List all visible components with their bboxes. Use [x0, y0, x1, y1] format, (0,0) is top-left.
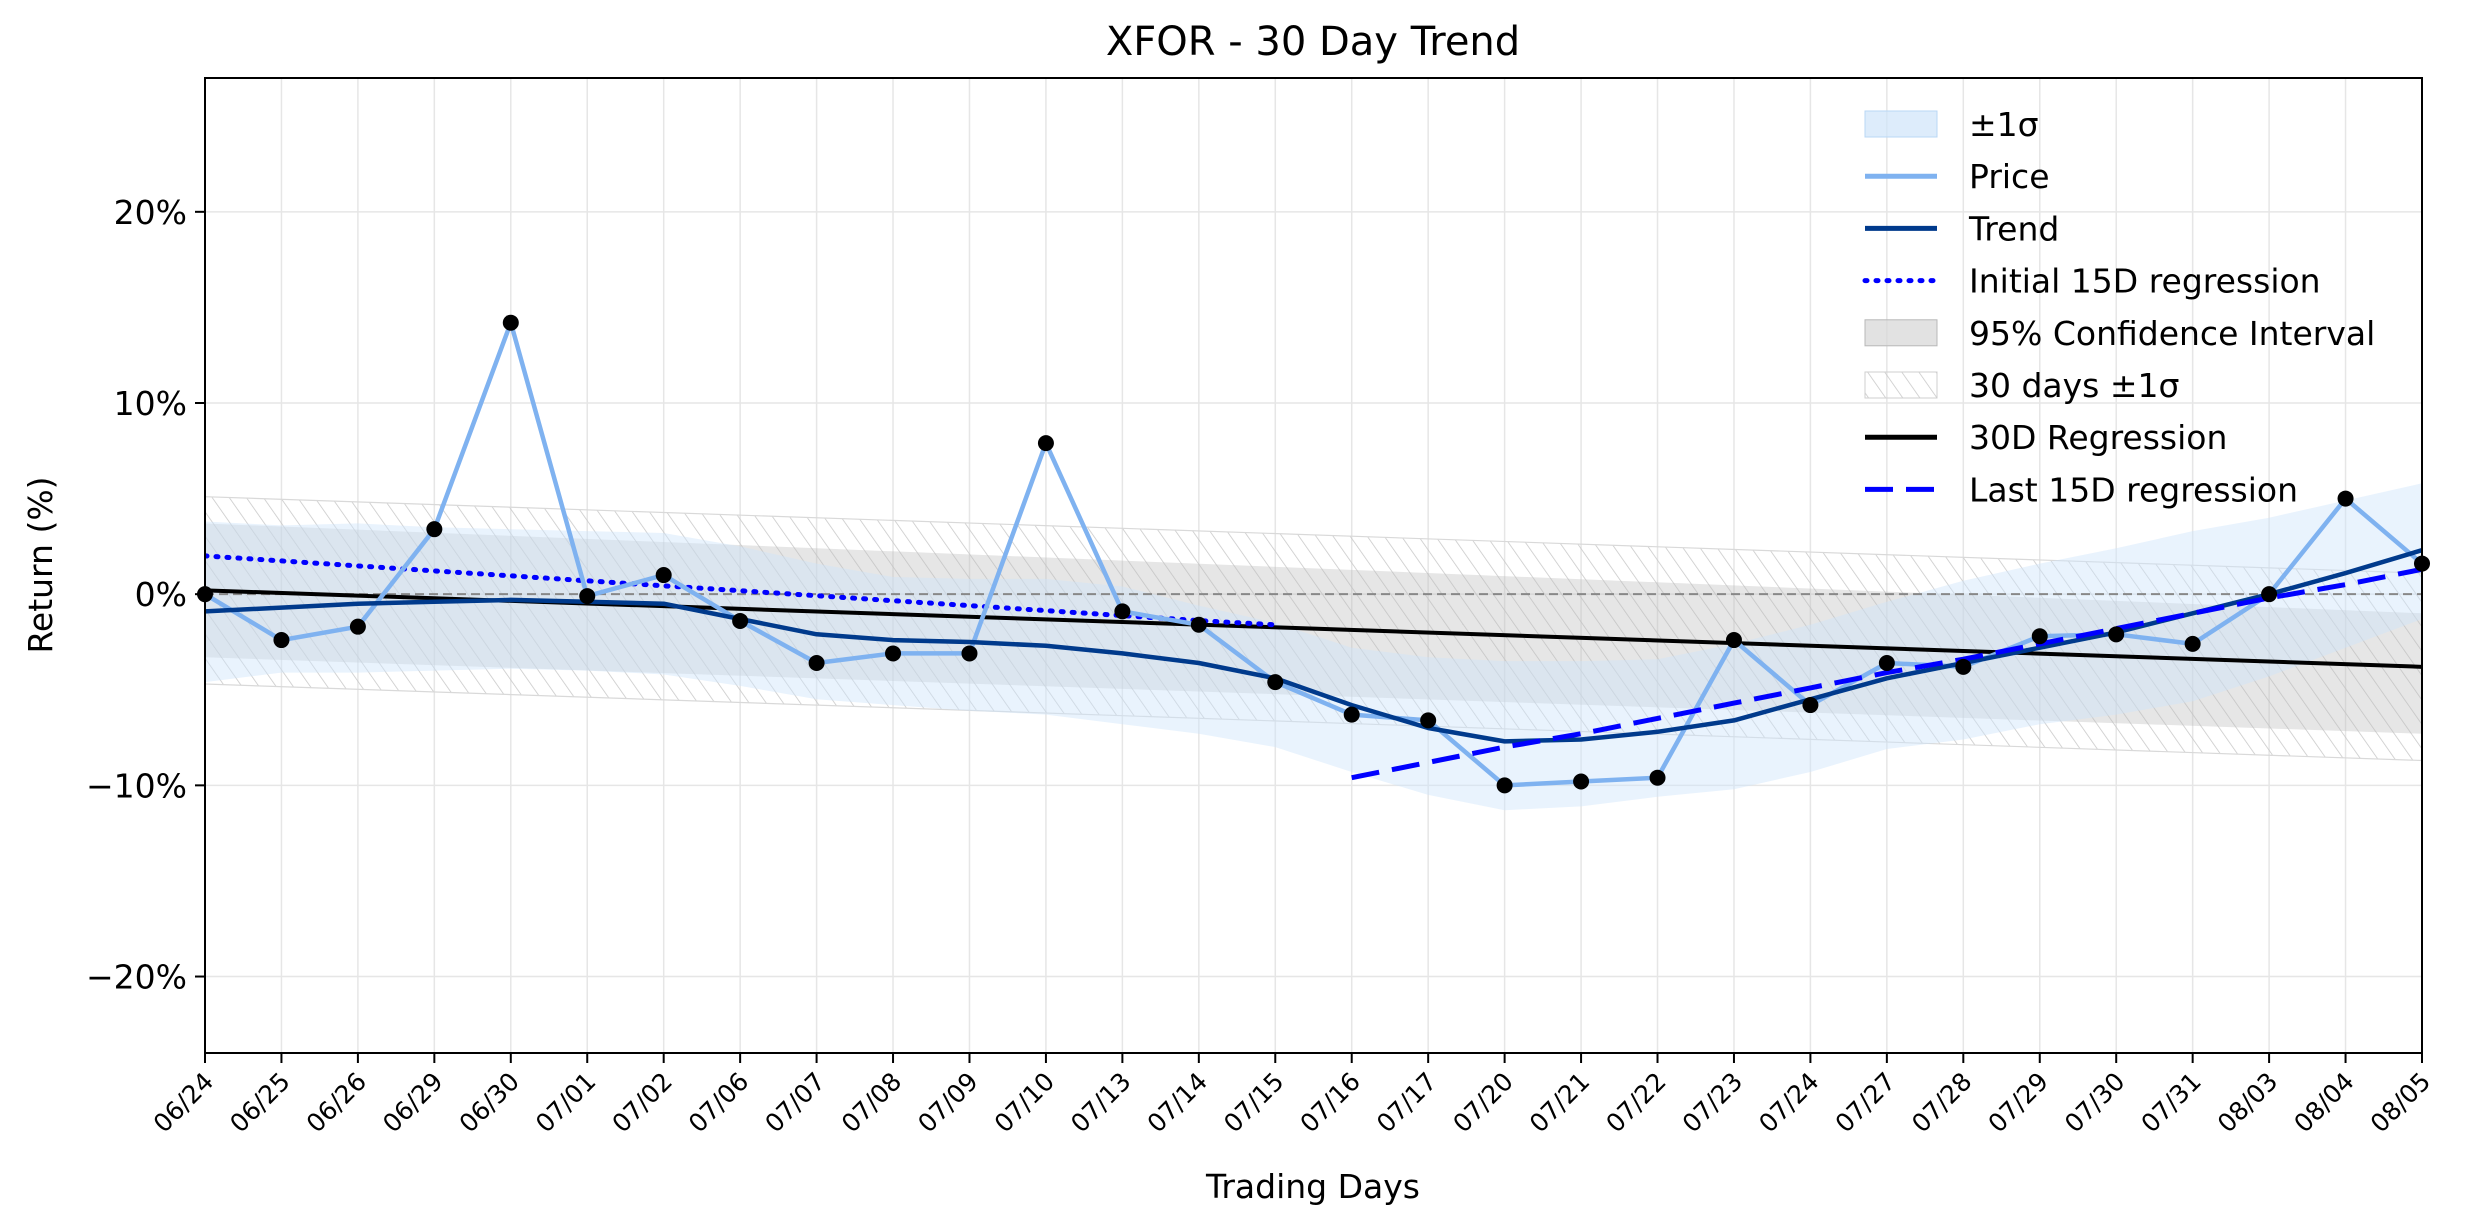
- price-point: [885, 645, 902, 662]
- legend-label: 95% Confidence Interval: [1969, 314, 2375, 353]
- regression-initial-15d-line: [205, 553, 1278, 628]
- x-tick-label: 07/06: [683, 1067, 754, 1138]
- x-tick-label: 07/28: [1906, 1067, 1977, 1138]
- x-tick-label: 07/16: [1295, 1067, 1366, 1138]
- trend-line: [205, 548, 2422, 744]
- x-tick-label: 06/24: [148, 1067, 219, 1138]
- band-sigma: [205, 483, 2422, 811]
- price-point: [1725, 632, 1742, 649]
- x-tick-label: 07/23: [1677, 1067, 1748, 1138]
- price-point: [2337, 490, 2354, 507]
- x-tick-label: 06/25: [224, 1067, 295, 1138]
- x-tick-label: 07/30: [2059, 1067, 2130, 1138]
- price-point: [732, 612, 749, 629]
- price-point: [1114, 603, 1131, 620]
- price-point: [1878, 655, 1895, 671]
- price-point: [1649, 769, 1666, 786]
- price-point: [961, 645, 978, 662]
- x-tick-label: 06/26: [301, 1067, 372, 1138]
- x-tick-label: 07/02: [606, 1067, 677, 1138]
- price-point: [502, 314, 519, 331]
- x-axis: 06/24 06/25 06/26 06/29 06/30 07/01 07/02 07/06…: [148, 1053, 2436, 1138]
- price-point: [2261, 586, 2278, 603]
- legend-label: 30 days ±1σ: [1969, 366, 2179, 405]
- price-point: [2184, 635, 2201, 652]
- plot-frame: [204, 77, 2423, 1054]
- price-point: [273, 632, 290, 649]
- y-axis-label: Return (%): [21, 476, 60, 653]
- series-lines: [205, 320, 2422, 788]
- x-tick-label: 07/24: [1753, 1067, 1824, 1138]
- regression-last-15d-line: [1351, 566, 2422, 781]
- price-point: [1573, 773, 1590, 790]
- price-point: [655, 567, 672, 584]
- legend-label: ±1σ: [1969, 105, 2039, 144]
- legend-label: Last 15D regression: [1969, 470, 2298, 509]
- price-point: [426, 521, 443, 538]
- legend: ±1σ Price Trend Initial 15D regression 95% C…: [1862, 105, 2375, 509]
- bands: [205, 483, 2422, 811]
- y-axis: −20% −10% 0% 10% 20%: [86, 193, 205, 997]
- price-point: [1343, 706, 1360, 723]
- x-tick-label: 07/22: [1600, 1067, 1671, 1138]
- price-point: [349, 618, 366, 635]
- x-tick-label: 07/20: [1447, 1067, 1518, 1138]
- chart-title: XFOR - 30 Day Trend: [1106, 19, 1520, 65]
- x-tick-label: 07/10: [989, 1067, 1060, 1138]
- price-point: [1267, 674, 1284, 691]
- y-tick-label: 20%: [114, 193, 187, 232]
- y-tick-label: 0%: [135, 575, 187, 614]
- price-point: [1496, 777, 1513, 794]
- price-line: [205, 320, 2422, 788]
- price-point: [1037, 435, 1054, 452]
- price-points: [197, 314, 2430, 794]
- price-point: [2031, 628, 2048, 645]
- price-point: [579, 588, 596, 605]
- x-tick-label: 07/09: [912, 1067, 983, 1138]
- legend-label: Price: [1969, 157, 2050, 196]
- x-tick-label: 08/03: [2212, 1067, 2283, 1138]
- price-point: [1955, 658, 1972, 675]
- x-tick-label: 06/30: [454, 1067, 525, 1138]
- x-tick-label: 07/07: [759, 1067, 830, 1138]
- legend-label: Trend: [1968, 209, 2059, 248]
- legend-swatch-sigma: [1864, 110, 1938, 138]
- x-tick-label: 07/21: [1524, 1067, 1595, 1138]
- x-tick-label: 06/29: [377, 1067, 448, 1138]
- legend-label: Initial 15D regression: [1969, 262, 2321, 301]
- x-tick-label: 07/17: [1371, 1067, 1442, 1138]
- price-point: [808, 655, 825, 671]
- x-tick-label: 07/13: [1065, 1067, 1136, 1138]
- x-tick-label: 07/31: [2135, 1067, 2206, 1138]
- price-point: [1420, 712, 1437, 729]
- legend-swatch-30d-sigma: [1864, 371, 1938, 399]
- x-tick-label: 07/29: [1983, 1067, 2054, 1138]
- price-point: [2108, 626, 2125, 643]
- x-tick-label: 07/01: [530, 1067, 601, 1138]
- legend-label: 30D Regression: [1969, 418, 2227, 457]
- legend-swatch-ci: [1864, 319, 1938, 347]
- x-tick-label: 08/04: [2288, 1067, 2359, 1138]
- x-tick-label: 07/27: [1830, 1067, 1901, 1138]
- y-tick-label: 10%: [114, 384, 187, 423]
- x-tick-label: 07/15: [1218, 1067, 1289, 1138]
- x-tick-label: 08/05: [2365, 1067, 2436, 1138]
- x-axis-label: Trading Days: [1205, 1167, 1420, 1206]
- price-point: [1190, 616, 1207, 633]
- y-tick-label: −20%: [86, 958, 187, 997]
- x-tick-label: 07/14: [1142, 1067, 1213, 1138]
- x-tick-label: 07/08: [836, 1067, 907, 1138]
- y-tick-label: −10%: [86, 766, 187, 805]
- price-point: [1802, 697, 1819, 714]
